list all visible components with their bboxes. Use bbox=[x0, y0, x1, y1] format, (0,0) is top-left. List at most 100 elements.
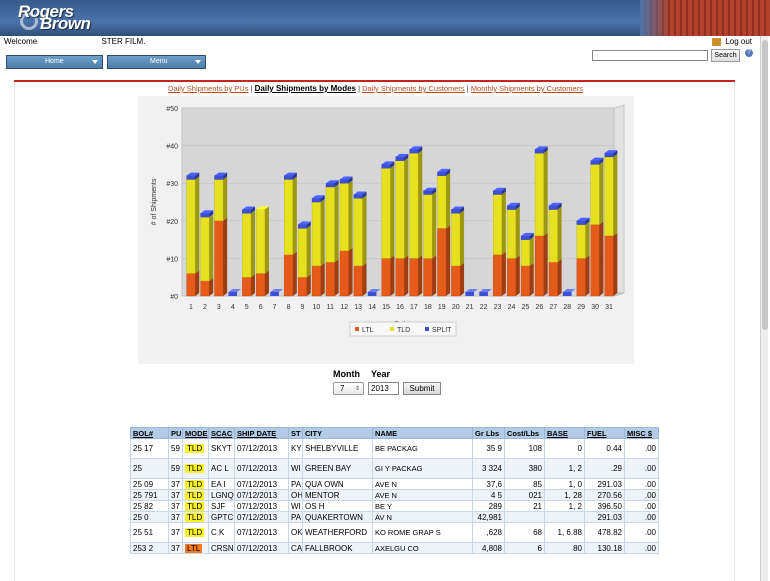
nav-home-button[interactable]: Home bbox=[6, 55, 103, 69]
table-row[interactable]: 25 82 37 TLD SJF 07/12/2013 WI OS H BE Y 289 21… bbox=[130, 500, 659, 512]
bar-side bbox=[404, 157, 409, 259]
table-cell: TLD bbox=[182, 458, 209, 479]
bar-top bbox=[186, 172, 200, 176]
table-row[interactable]: 25 17 59 TLD SKYT 07/12/2013 KY SHELBYVILLE BE … bbox=[130, 438, 659, 459]
table-cell: 21 bbox=[504, 500, 545, 512]
tab-monthly-shipments-by-customers[interactable]: Monthly Shipments by Customers bbox=[470, 84, 583, 93]
column-header[interactable]: SCAC bbox=[208, 427, 235, 439]
bar-segment-ltl bbox=[520, 265, 530, 297]
company-logo[interactable]: Rogers Brown bbox=[18, 2, 91, 33]
bar-segment-tld bbox=[493, 194, 503, 255]
table-cell: 25 17 bbox=[130, 438, 169, 459]
column-header[interactable]: BOL# bbox=[130, 427, 169, 439]
bar-side bbox=[446, 225, 451, 296]
table-row[interactable]: 25 09 37 TLD EA I 07/12/2013 PA QUA OWN AVE N 37… bbox=[130, 478, 659, 490]
x-tick-label: 31 bbox=[605, 304, 613, 311]
bar-top bbox=[353, 191, 367, 195]
table-cell: QUAKERTOWN bbox=[302, 511, 373, 523]
table-cell: OK bbox=[288, 522, 303, 543]
bar-side bbox=[460, 206, 465, 214]
bar-segment-tld bbox=[590, 164, 600, 225]
table-cell: SJF bbox=[208, 500, 235, 512]
table-row[interactable]: 25 51 37 TLD C K 07/12/2013 OK WEATHERFORD KO R… bbox=[130, 522, 659, 543]
bar-segment-split bbox=[395, 156, 405, 161]
bar-segment-tld bbox=[353, 198, 363, 267]
bar-side bbox=[209, 210, 214, 218]
table-row[interactable]: 253 2 37 LTL CRSN 07/12/2013 CA FALLBROOK AXELG… bbox=[130, 542, 659, 554]
bar-top bbox=[367, 289, 381, 292]
bar-side bbox=[348, 247, 353, 296]
table-cell: TLD bbox=[182, 438, 209, 459]
table-cell bbox=[544, 511, 585, 523]
table-cell: .29 bbox=[584, 458, 625, 479]
logout-link[interactable]: Log out bbox=[712, 37, 752, 46]
bar-segment-ltl bbox=[493, 254, 503, 297]
tab-shipments-by-pus[interactable]: Daily Shipments by PUs bbox=[168, 84, 249, 93]
column-header[interactable]: MISC $ bbox=[624, 427, 659, 439]
table-cell: 6 bbox=[504, 542, 545, 554]
bar-segment-split bbox=[520, 235, 530, 240]
column-header[interactable]: SHIP DATE bbox=[234, 427, 289, 439]
x-tick-label: 30 bbox=[591, 304, 599, 311]
bar-side bbox=[320, 262, 325, 296]
table-header-row: BOL# PU MODE SCAC SHIP DATE ST CITY NAME Gr Lbs C… bbox=[130, 427, 659, 439]
page-scrollbar[interactable] bbox=[760, 36, 768, 581]
bar-segment-split bbox=[297, 224, 307, 229]
bar-side bbox=[195, 270, 200, 296]
welcome-text: Welcome STER FILM. bbox=[4, 37, 146, 46]
scrollbar-thumb[interactable] bbox=[762, 40, 768, 330]
help-icon[interactable]: ? bbox=[745, 49, 753, 57]
x-tick-label: 3 bbox=[217, 304, 221, 311]
bar-segment-ltl bbox=[297, 276, 307, 297]
bar-side bbox=[348, 180, 353, 251]
x-tick-label: 5 bbox=[245, 304, 249, 311]
table-cell: SKYT bbox=[208, 438, 235, 459]
bar-segment-tld bbox=[242, 213, 252, 278]
table-cell: AXELGU CO bbox=[372, 542, 473, 554]
legend-swatch bbox=[390, 327, 394, 331]
bar-side bbox=[251, 274, 256, 296]
year-label: Year bbox=[371, 369, 391, 379]
bar-top bbox=[576, 217, 590, 221]
column-header[interactable]: FUEL bbox=[584, 427, 625, 439]
nav-menu-button[interactable]: Menu bbox=[107, 55, 206, 69]
tab-shipments-by-modes[interactable]: Daily Shipments by Modes bbox=[254, 84, 356, 93]
table-row[interactable]: 25 59 TLD AC L 07/12/2013 WI GREEN BAY GI Y PA… bbox=[130, 458, 659, 479]
table-cell: 59 bbox=[168, 458, 183, 479]
column-header[interactable]: MODE bbox=[182, 427, 209, 439]
bar-side bbox=[390, 255, 395, 296]
bar-top bbox=[339, 176, 353, 180]
bar-segment-split bbox=[451, 209, 461, 214]
bar-side bbox=[418, 255, 423, 296]
year-input[interactable]: 2013 bbox=[368, 382, 399, 395]
search-button[interactable]: Search bbox=[711, 49, 740, 62]
bar-top bbox=[562, 289, 576, 292]
x-tick-label: 14 bbox=[368, 304, 376, 311]
search-input[interactable] bbox=[592, 50, 708, 61]
submit-button[interactable]: Submit bbox=[403, 382, 441, 395]
bar-side bbox=[557, 259, 562, 296]
bar-segment-ltl bbox=[353, 265, 363, 297]
table-cell: 07/12/2013 bbox=[234, 458, 289, 479]
table-cell: 07/12/2013 bbox=[234, 438, 289, 459]
column-header[interactable]: BASE bbox=[544, 427, 585, 439]
bar-segment-split bbox=[534, 149, 544, 154]
logout-icon bbox=[712, 37, 722, 46]
bar-side bbox=[543, 150, 548, 236]
month-select[interactable]: 7 ⇕ bbox=[333, 382, 364, 395]
bar-segment-tld bbox=[283, 179, 294, 255]
x-tick-label: 23 bbox=[494, 304, 502, 311]
table-cell: CA bbox=[288, 542, 303, 554]
table-cell: AC L bbox=[208, 458, 235, 479]
tab-shipments-by-customers[interactable]: Daily Shipments by Customers bbox=[362, 84, 465, 93]
bar-top bbox=[270, 289, 283, 292]
table-cell: AV N bbox=[372, 511, 473, 523]
bar-side bbox=[404, 153, 409, 161]
bar-side bbox=[585, 221, 590, 259]
header-banner: Rogers Brown bbox=[0, 0, 770, 36]
bar-segment-split bbox=[562, 292, 572, 296]
table-cell: 07/12/2013 bbox=[234, 511, 289, 523]
table-cell: 0 bbox=[544, 438, 585, 459]
